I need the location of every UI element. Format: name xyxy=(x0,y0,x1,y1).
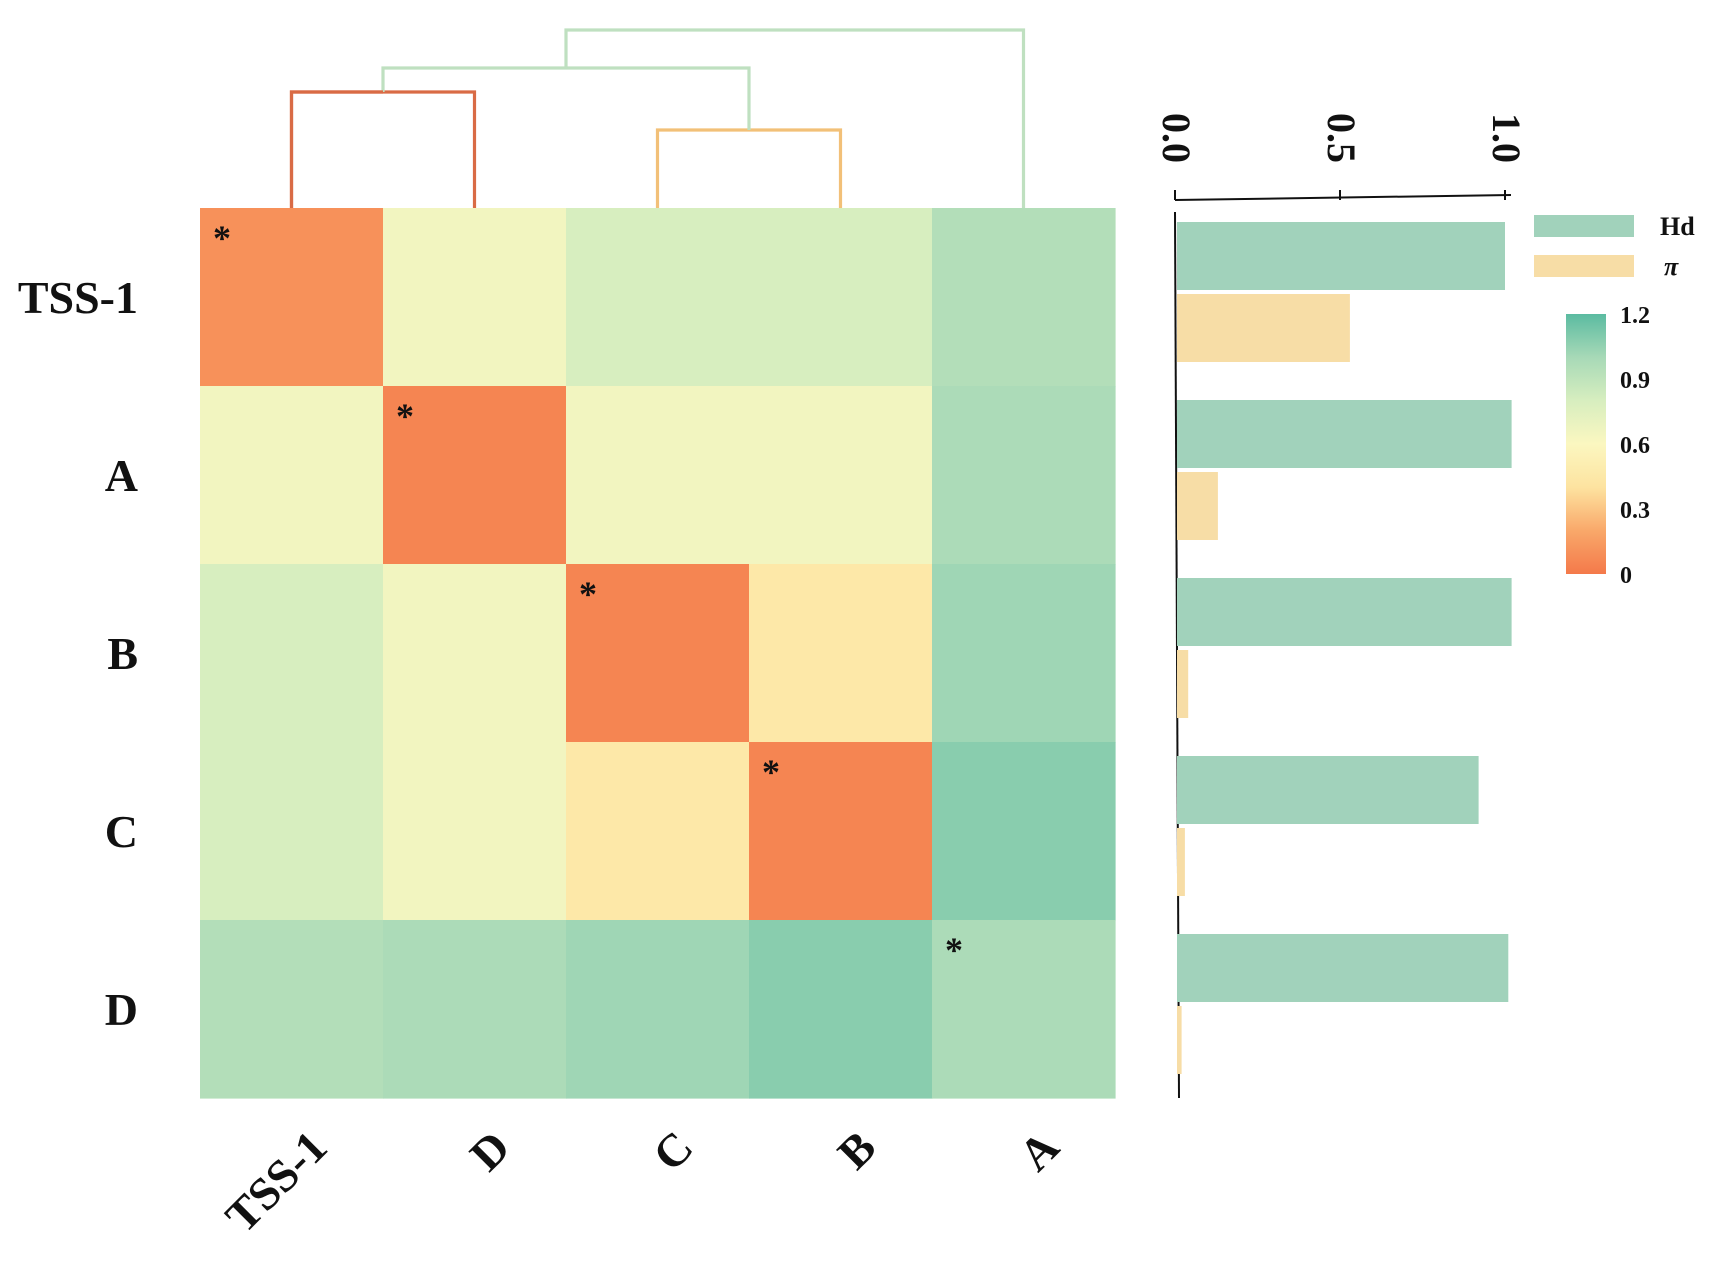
heatmap-cell-a-b xyxy=(749,386,933,565)
row-label-c: C xyxy=(105,806,138,857)
heatmap-cell-c-d xyxy=(383,742,567,921)
dendrogram-link-tss-1-d-c-b-a xyxy=(564,28,1026,208)
heatmap-cell-tss-1-a xyxy=(932,208,1116,387)
heatmap-cell-d-c xyxy=(566,920,750,1099)
bar-hd-c xyxy=(1177,756,1479,824)
heatmap-cell-a-a xyxy=(932,386,1116,565)
heatmap-cell-d-b xyxy=(749,920,933,1099)
bar-pi-b xyxy=(1177,650,1189,718)
heatmap-cell-a-c xyxy=(566,386,750,565)
heatmap-cell-d-tss-1 xyxy=(200,920,384,1099)
significance-marker: * xyxy=(213,218,231,258)
column-label-a: A xyxy=(1009,1121,1069,1181)
legend-swatch-pi xyxy=(1534,255,1634,277)
dendrogram xyxy=(289,28,1026,208)
bar-pi-a xyxy=(1177,472,1218,540)
colorbar-gradient xyxy=(1566,314,1606,574)
bar-hd-tss-1 xyxy=(1177,222,1505,290)
heatmap: * * * * * xyxy=(200,208,1116,1099)
dendrogram-link-tss-1-d-c-b xyxy=(381,66,751,130)
row-label-d: D xyxy=(105,984,138,1035)
dendrogram-link-tss-1-d xyxy=(289,90,477,208)
dendrogram-link-c-b xyxy=(655,128,843,208)
legend-label-pi: π xyxy=(1664,252,1679,281)
heatmap-cell-d-a xyxy=(932,920,1116,1099)
colorbar-tick-label: 0.6 xyxy=(1620,433,1650,459)
bar-tick-label: 0.5 xyxy=(1319,113,1364,163)
column-label-d: D xyxy=(460,1121,520,1181)
column-label-c: C xyxy=(643,1121,703,1181)
colorbar-tick-label: 0.3 xyxy=(1620,498,1650,524)
heatmap-cell-b-b xyxy=(749,564,933,743)
heatmap-cell-tss-1-tss-1 xyxy=(200,208,384,387)
significance-marker: * xyxy=(579,574,597,614)
heatmap-cell-d-d xyxy=(383,920,567,1099)
bar-hd-d xyxy=(1177,934,1509,1002)
heatmap-cell-a-tss-1 xyxy=(200,386,384,565)
bar-hd-b xyxy=(1177,578,1512,646)
heatmap-cell-c-b xyxy=(749,742,933,921)
legend-label-hd: Hd xyxy=(1660,212,1695,241)
significance-marker: * xyxy=(396,396,414,436)
heatmap-cell-c-tss-1 xyxy=(200,742,384,921)
bar-hd-a xyxy=(1177,400,1512,468)
bar-pi-c xyxy=(1177,828,1185,896)
dendrogram-link-tss-1-arm xyxy=(289,90,383,208)
heatmap-cell-c-a xyxy=(932,742,1116,921)
heatmap-cell-tss-1-c xyxy=(566,208,750,387)
heatmap-cell-b-a xyxy=(932,564,1116,743)
heatmap-cell-b-tss-1 xyxy=(200,564,384,743)
row-label-a: A xyxy=(105,450,138,501)
bar-chart: 0.0 0.5 1.0 xyxy=(1154,113,1529,1099)
heatmap-cell-tss-1-b xyxy=(749,208,933,387)
heatmap-cell-a-d xyxy=(383,386,567,565)
bar-pi-d xyxy=(1177,1006,1182,1074)
column-label-b: B xyxy=(828,1121,886,1179)
legend-swatch-hd xyxy=(1534,215,1634,237)
heatmap-cell-c-c xyxy=(566,742,750,921)
bar-tick-label: 1.0 xyxy=(1484,113,1529,163)
heatmap-cell-b-c xyxy=(566,564,750,743)
colorbar-tick-label: 0 xyxy=(1620,563,1632,589)
significance-marker: * xyxy=(762,752,780,792)
heatmap-cell-tss-1-d xyxy=(383,208,567,387)
bar-tick-label: 0.0 xyxy=(1154,113,1199,163)
bar-pi-tss-1 xyxy=(1177,294,1350,362)
heatmap-cell-b-d xyxy=(383,564,567,743)
colorbar-tick-label: 0.9 xyxy=(1620,368,1650,394)
row-label-tss-1: TSS-1 xyxy=(18,272,138,323)
colorbar: 0 0.3 0.6 0.9 1.2 xyxy=(1566,303,1650,589)
significance-marker: * xyxy=(945,930,963,970)
column-label-tss-1: TSS-1 xyxy=(216,1121,337,1242)
bar-legend: Hd π xyxy=(1534,212,1695,281)
row-label-b: B xyxy=(107,628,138,679)
bar-top-axis xyxy=(1174,194,1512,201)
colorbar-tick-label: 1.2 xyxy=(1620,303,1650,329)
heatmap-row-labels: TSS-1 A B C D xyxy=(18,272,138,1035)
heatmap-column-labels: TSS-1 D C B A xyxy=(216,1121,1069,1242)
